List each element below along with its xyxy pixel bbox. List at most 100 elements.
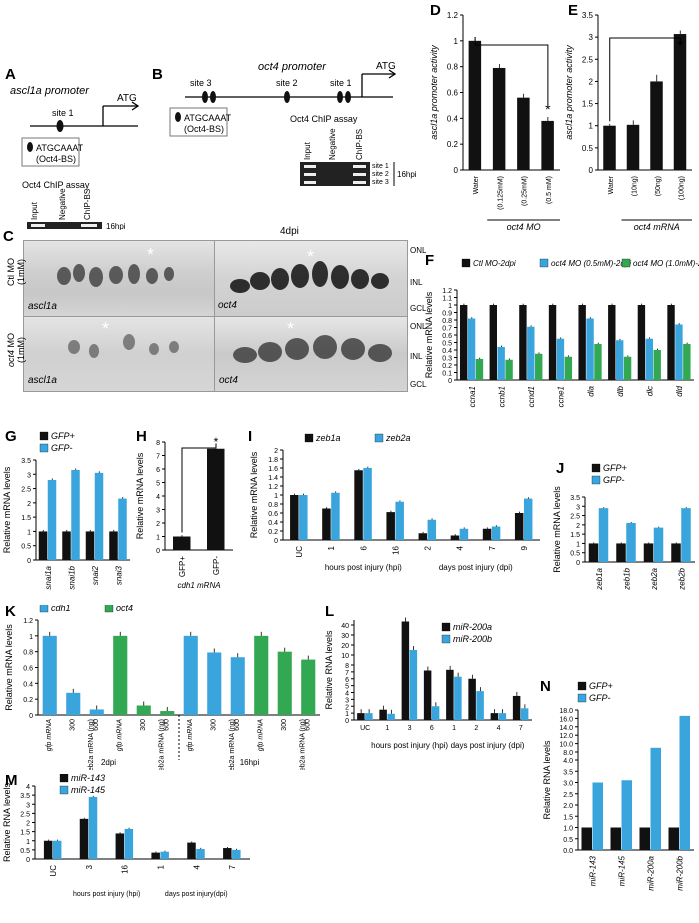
y-axis-label: Relative mRNA levels — [4, 624, 14, 711]
category-label: 9 — [520, 545, 529, 550]
bar — [42, 635, 57, 715]
significance-bracket — [474, 36, 549, 106]
y-tick-label: 0.3 — [442, 356, 452, 363]
bar — [354, 470, 363, 540]
category-label: miR-200a — [647, 855, 656, 890]
category-label: snai3 — [114, 565, 123, 585]
bar — [196, 848, 205, 859]
significance-star: * — [678, 37, 684, 53]
legend-label: miR-143 — [71, 774, 105, 783]
panel-c-title: 4dpi — [280, 226, 299, 237]
bar — [681, 508, 691, 562]
y-axis-label: Relative mRNA levels — [424, 291, 434, 378]
category-label: ccnd1 — [527, 386, 536, 407]
category-label: (10ng) — [631, 176, 638, 196]
bar — [679, 715, 690, 850]
legend-swatch — [577, 681, 587, 691]
bar — [482, 528, 492, 540]
bar — [395, 501, 404, 540]
y-tick-label: 2 — [26, 821, 30, 828]
legend-label: oct4 MO (1.0mM)-2dpi — [633, 259, 699, 268]
legend-swatch — [591, 475, 601, 485]
svg-text:*: * — [102, 319, 109, 339]
y-tick-label: 2 — [27, 501, 31, 508]
bar — [505, 359, 513, 380]
y-tick-label: 10.0 — [559, 742, 573, 749]
bar — [79, 818, 89, 859]
svg-text:*: * — [287, 319, 294, 339]
category-label: ccna1 — [468, 386, 477, 407]
bar — [626, 124, 640, 170]
bar — [527, 326, 535, 380]
time-label-b: 16hpi — [397, 170, 417, 179]
y-tick-label: 2.5 — [21, 487, 31, 494]
bar — [459, 305, 468, 380]
category-label: 16 — [121, 864, 130, 873]
legend-label: miR-145 — [71, 785, 106, 795]
bar — [109, 531, 118, 560]
lane-input-b: Input — [303, 141, 312, 160]
y-tick-label: 0 — [27, 558, 31, 565]
y-tick-label: 3 — [345, 697, 349, 704]
bar — [598, 508, 609, 562]
y-tick-label: 2.0 — [563, 803, 573, 810]
category-label: gfp mRNA — [46, 719, 53, 752]
y-tick-label: 0.4 — [442, 348, 452, 355]
category-label: 1 — [452, 725, 456, 732]
lane-chipbs-b: ChIP-BS — [355, 129, 364, 160]
legend-swatch — [39, 605, 49, 613]
category-label: 600 — [304, 719, 311, 731]
group-label-hpi: hours post injury (hpi) — [325, 563, 402, 572]
y-tick-label: 1.2 — [447, 11, 459, 20]
lane-input-a: Input — [30, 201, 39, 220]
bar — [603, 125, 616, 170]
y-tick-label: 0 — [576, 560, 580, 567]
bar — [94, 472, 104, 560]
bar — [401, 621, 410, 720]
category-label: snai1b — [67, 565, 76, 589]
legend-swatch — [461, 258, 471, 268]
bar — [379, 709, 387, 720]
bar — [556, 338, 565, 380]
bar — [621, 780, 632, 850]
y-tick-label: 6 — [156, 467, 160, 474]
y-tick-label: 0.6 — [442, 333, 452, 340]
y-tick-label: 3.5 — [20, 793, 30, 800]
legend-swatch — [39, 443, 49, 453]
bar — [668, 827, 679, 850]
category-label: Water — [608, 175, 615, 194]
category-label: 7 — [519, 725, 523, 732]
group-label: oct4 MO — [507, 222, 541, 232]
category-label: zeb2b — [677, 567, 686, 590]
svg-text:*: * — [147, 245, 154, 265]
y-tick-label: 0 — [156, 548, 160, 555]
bar — [52, 840, 62, 859]
category-label: UC — [295, 546, 304, 558]
legend-swatch — [539, 258, 549, 268]
y-tick-label: 0 — [345, 718, 349, 725]
bar — [160, 711, 175, 715]
bar — [124, 828, 134, 859]
bar — [637, 305, 646, 380]
bar — [47, 480, 57, 560]
bar — [299, 495, 308, 540]
y-tick-label: 1.1 — [442, 296, 452, 303]
legend-swatch — [591, 463, 601, 473]
category-label: ccne1 — [557, 386, 566, 407]
y-tick-label: 1.5 — [563, 814, 573, 821]
site-3-label: site 3 — [190, 78, 212, 88]
bar — [497, 347, 505, 380]
legend-swatch — [104, 605, 114, 613]
micrograph-ctl-ascl1a: * ascl1a — [23, 240, 215, 317]
category-label: 4 — [192, 864, 201, 869]
y-tick-label: 0.8 — [442, 318, 452, 325]
chart-h: 0 1 2 3 4 5 6 7 8 Relative mRNA levels GFP+ GFP-cdh… — [135, 435, 233, 590]
y-axis-label: Relative RNA levels — [542, 740, 552, 820]
bar — [588, 543, 599, 562]
y-tick-label: 0 — [26, 857, 30, 864]
bar — [581, 827, 592, 850]
chart-i: 0 0.2 0.4 0.6 0.8 1 1.2 1.4 1.6 1.8 2 Relative mRNA… — [249, 433, 540, 572]
y-tick-label: 2 — [576, 523, 580, 530]
y-axis-label: Relative RNA levels — [324, 630, 334, 710]
category-label: dld — [675, 385, 684, 396]
